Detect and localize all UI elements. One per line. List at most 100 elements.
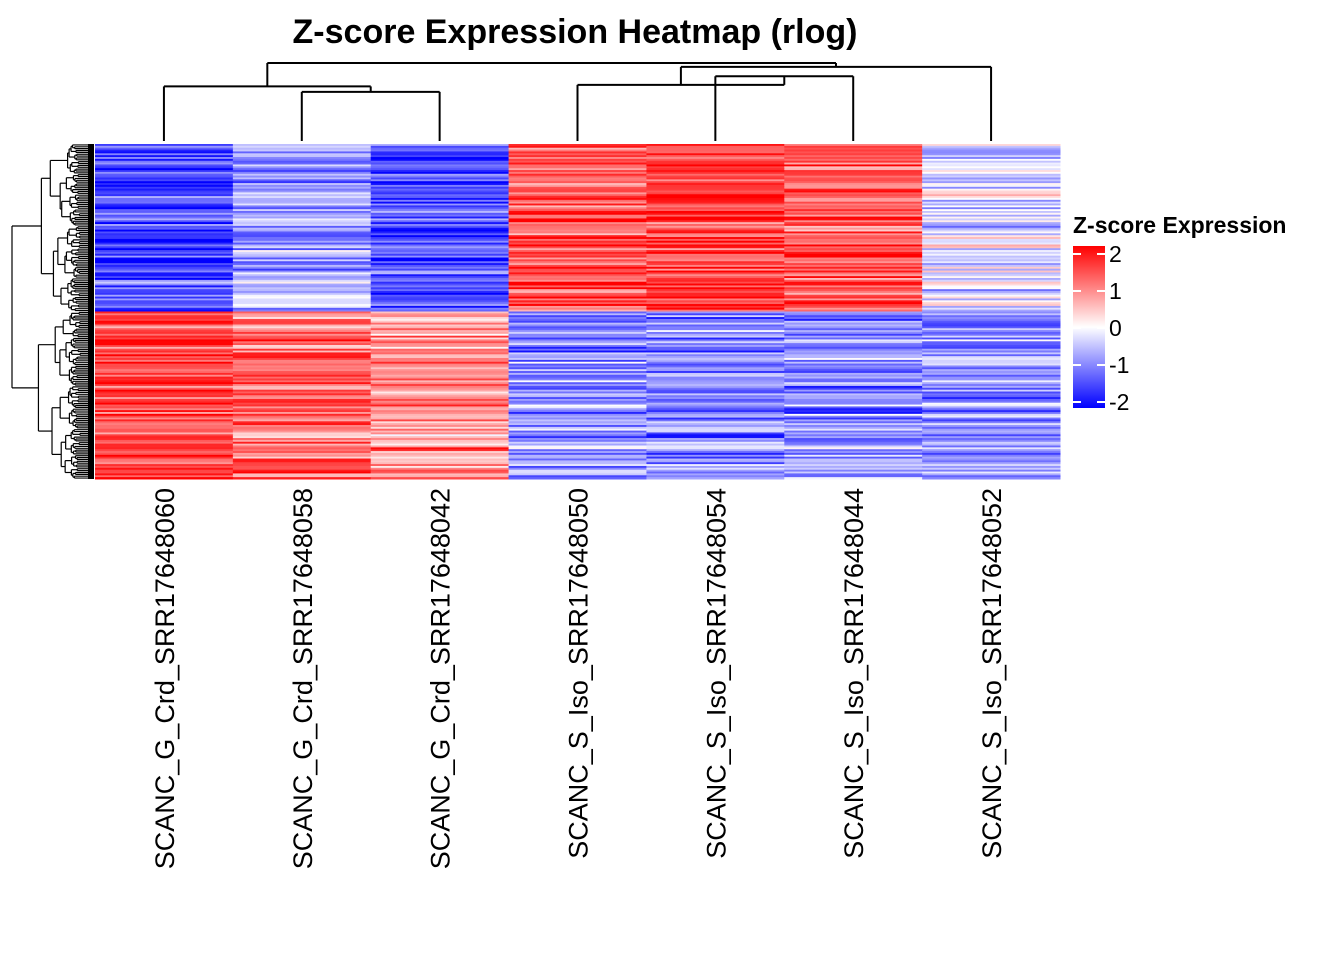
heatmap-cell bbox=[95, 248, 234, 251]
heatmap-cell bbox=[370, 160, 510, 164]
heatmap-cell bbox=[646, 320, 785, 324]
heatmap-cell bbox=[95, 343, 234, 346]
heatmap-cell bbox=[370, 445, 510, 448]
heatmap-cell bbox=[508, 350, 647, 353]
heatmap-cell bbox=[784, 419, 923, 422]
heatmap-cell bbox=[508, 391, 647, 394]
heatmap-cell bbox=[232, 177, 372, 180]
heatmap-cell bbox=[232, 144, 372, 147]
heatmap-cell bbox=[922, 363, 1061, 366]
heatmap-cell bbox=[232, 181, 372, 184]
heatmap-cell bbox=[922, 246, 1061, 249]
heatmap-cell bbox=[922, 255, 1061, 259]
heatmap-cell bbox=[232, 291, 372, 294]
heatmap-cell bbox=[784, 434, 923, 437]
heatmap-cell bbox=[784, 460, 923, 463]
heatmap-cell bbox=[95, 175, 234, 178]
heatmap-cell bbox=[784, 279, 923, 283]
heatmap-cell bbox=[508, 320, 647, 324]
heatmap-cell bbox=[784, 196, 923, 199]
heatmap-cell bbox=[784, 385, 923, 389]
heatmap-cell bbox=[508, 410, 647, 413]
heatmap-cell bbox=[370, 281, 510, 285]
legend-tick-label: 0 bbox=[1109, 315, 1122, 341]
heatmap-cell bbox=[922, 144, 1061, 147]
heatmap-cell bbox=[646, 257, 785, 260]
heatmap-cell bbox=[232, 385, 372, 389]
heatmap-cell bbox=[646, 428, 785, 432]
heatmap-cell bbox=[95, 322, 234, 326]
heatmap-cell bbox=[232, 454, 372, 458]
heatmap-cell bbox=[232, 343, 372, 346]
heatmap-cell bbox=[95, 477, 234, 480]
heatmap-cell bbox=[646, 443, 785, 446]
heatmap-cell bbox=[370, 458, 510, 461]
heatmap-cell bbox=[646, 352, 785, 355]
heatmap-cell bbox=[370, 421, 510, 424]
heatmap-cell bbox=[232, 456, 372, 460]
heatmap-cell bbox=[508, 270, 647, 273]
heatmap-cell bbox=[784, 231, 923, 234]
heatmap-cell bbox=[922, 350, 1061, 353]
heatmap-cell bbox=[95, 387, 234, 391]
heatmap-cell bbox=[95, 263, 234, 266]
heatmap-cell bbox=[508, 378, 647, 381]
heatmap-cell bbox=[370, 402, 510, 406]
heatmap-cell bbox=[784, 246, 923, 249]
heatmap-cell bbox=[370, 170, 510, 173]
heatmap-cell bbox=[508, 439, 647, 443]
heatmap-cell bbox=[922, 320, 1061, 324]
heatmap-cell bbox=[95, 307, 234, 311]
heatmap-cell bbox=[370, 380, 510, 383]
heatmap-cell bbox=[508, 151, 647, 154]
heatmap-cell bbox=[784, 292, 923, 296]
heatmap-cell bbox=[922, 326, 1061, 329]
heatmap-cell bbox=[922, 268, 1061, 272]
heatmap-cell bbox=[922, 201, 1061, 205]
heatmap-cell bbox=[646, 326, 785, 329]
heatmap-cell bbox=[646, 244, 785, 247]
heatmap-cell bbox=[508, 318, 647, 322]
heatmap-cell bbox=[646, 242, 785, 245]
heatmap-cell bbox=[646, 209, 785, 212]
heatmap-cell bbox=[646, 300, 785, 303]
heatmap-cell bbox=[508, 225, 647, 229]
heatmap-cell bbox=[646, 218, 785, 221]
heatmap-cell bbox=[922, 443, 1061, 446]
heatmap-cell bbox=[646, 419, 785, 422]
heatmap-cell bbox=[646, 289, 785, 292]
heatmap-cell bbox=[370, 261, 510, 264]
heatmap-cell bbox=[232, 436, 372, 439]
heatmap-cell bbox=[646, 168, 785, 171]
heatmap-cell bbox=[784, 209, 923, 212]
heatmap-cell bbox=[232, 363, 372, 366]
heatmap-cell bbox=[784, 358, 923, 361]
heatmap-cell bbox=[232, 410, 372, 413]
heatmap-cell bbox=[922, 164, 1061, 167]
heatmap-cell bbox=[646, 445, 785, 448]
heatmap-cell bbox=[922, 331, 1061, 335]
heatmap-cell bbox=[646, 356, 785, 359]
heatmap-cell bbox=[370, 361, 510, 365]
heatmap-cell bbox=[922, 337, 1061, 340]
heatmap-cell bbox=[370, 237, 510, 240]
heatmap-cell bbox=[922, 235, 1061, 238]
heatmap-cell bbox=[370, 415, 510, 419]
heatmap-cell bbox=[646, 376, 785, 379]
heatmap-cell bbox=[922, 145, 1061, 149]
heatmap-cell bbox=[646, 160, 785, 164]
heatmap-cell bbox=[95, 456, 234, 460]
heatmap-cell bbox=[508, 331, 647, 335]
heatmap-cell bbox=[95, 246, 234, 249]
heatmap-cell bbox=[508, 464, 647, 467]
heatmap-cell bbox=[922, 248, 1061, 251]
heatmap-cell bbox=[232, 233, 372, 236]
heatmap-cell bbox=[922, 194, 1061, 197]
row-dendrogram-leaves bbox=[88, 144, 94, 479]
heatmap-cell bbox=[922, 264, 1061, 268]
heatmap-cell bbox=[370, 201, 510, 205]
heatmap-cell bbox=[784, 201, 923, 205]
heatmap-cell bbox=[922, 220, 1061, 223]
heatmap-cell bbox=[232, 283, 372, 286]
